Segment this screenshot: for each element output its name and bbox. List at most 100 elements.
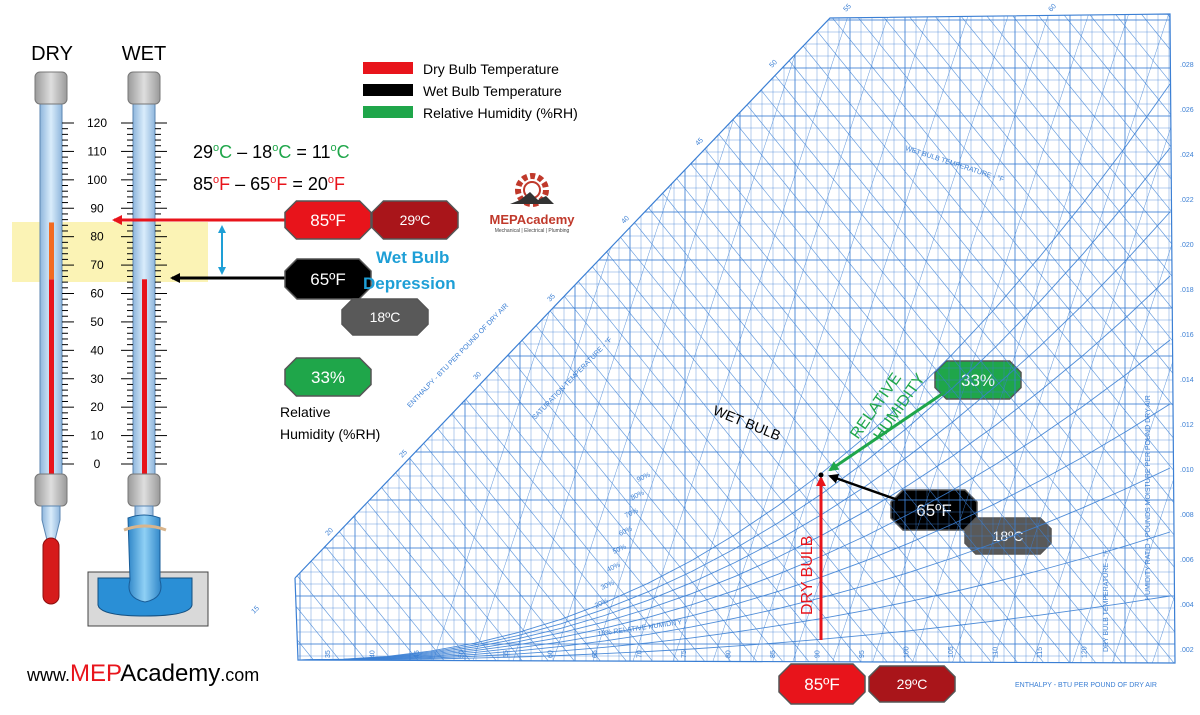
depression-label-line1: Wet Bulb bbox=[376, 248, 449, 267]
dry-bulb-tick: 95 bbox=[859, 650, 866, 658]
mepacademy-logo: MEPAcademy Mechanical | Electrical | Plu… bbox=[489, 173, 575, 234]
dry-label: DRY bbox=[31, 43, 73, 65]
humidity-ratio-tick: .020 bbox=[1180, 242, 1194, 249]
enthalpy-left-tick: 25 bbox=[398, 449, 409, 460]
dry-bulb-tick: 115 bbox=[1037, 647, 1044, 658]
badge-rh: 33% bbox=[284, 357, 372, 397]
wet-mercury-column bbox=[142, 279, 147, 476]
dry-top-cap bbox=[34, 71, 68, 105]
legend: Dry Bulb Temperature Wet Bulb Temperatur… bbox=[363, 61, 578, 121]
badge-dry-f-text: 85ºF bbox=[310, 211, 346, 230]
enthalpy-left-tick: 20 bbox=[324, 527, 335, 538]
humidity-ratio-tick: .014 bbox=[1180, 377, 1194, 384]
badge-wet-f-text: 65ºF bbox=[310, 270, 346, 289]
badge-chart-wet-f-text: 65ºF bbox=[916, 501, 952, 520]
wet-thermometer bbox=[87, 71, 209, 627]
humidity-ratio-tick: .016 bbox=[1180, 332, 1194, 339]
scale-tick-label: 40 bbox=[90, 343, 104, 357]
scale-tick-label: 120 bbox=[87, 116, 107, 130]
scale-tick-label: 110 bbox=[87, 144, 106, 158]
dry-bulb-chart-label: DRY BULB bbox=[799, 536, 816, 615]
celsius-equation: 29oC – 18oC = 11oC bbox=[193, 142, 350, 162]
legend-label-wet: Wet Bulb Temperature bbox=[423, 83, 562, 99]
badge-chart-rh-text: 33% bbox=[961, 371, 995, 390]
badge-dry-c: 29ºC bbox=[371, 200, 459, 240]
dry-bulb-tick: 60 bbox=[548, 650, 555, 658]
legend-label-rh: Relative Humidity (%RH) bbox=[423, 105, 578, 121]
scale-tick-label: 90 bbox=[90, 201, 104, 215]
badge-wet-f: 65ºF bbox=[284, 258, 372, 300]
humidity-ratio-tick: .018 bbox=[1180, 287, 1194, 294]
logo-tagline: Mechanical | Electrical | Plumbing bbox=[495, 228, 570, 234]
dry-bulb-tick: 120 bbox=[1082, 646, 1089, 658]
dry-mercury-highlight bbox=[49, 222, 54, 280]
state-point bbox=[818, 472, 824, 478]
humidity-ratio-tick: .022 bbox=[1180, 197, 1194, 204]
dry-bulb-tick: 90 bbox=[815, 650, 822, 658]
badge-wet-c-text: 18ºC bbox=[370, 309, 401, 325]
relative-humidity-chart-label: RELATIVEHUMIDITY bbox=[847, 359, 929, 454]
dry-bulb-tick: 65 bbox=[592, 650, 599, 658]
gear-icon bbox=[510, 173, 554, 207]
humidity-ratio-tick: .010 bbox=[1180, 467, 1194, 474]
dry-bulb-tick: 35 bbox=[325, 650, 332, 658]
enthalpy-left-tick: 40 bbox=[620, 215, 631, 226]
enthalpy-left-tick: 35 bbox=[546, 293, 557, 304]
chart-rh-arrow bbox=[828, 390, 946, 472]
dry-bulb-tick: 50 bbox=[459, 650, 466, 658]
dry-bulb-tick: 55 bbox=[503, 650, 510, 658]
humidity-ratio-tick: .008 bbox=[1180, 512, 1194, 519]
legend-swatch-wet bbox=[363, 84, 413, 96]
enthalpy-left-tick: 50 bbox=[768, 59, 779, 70]
legend-label-dry: Dry Bulb Temperature bbox=[423, 61, 559, 77]
humidity-ratio-label: HUMIDITY RATIO - POUNDS MOISTURE PER POU… bbox=[1145, 395, 1152, 600]
badge-rh-text: 33% bbox=[311, 368, 345, 387]
dry-thermometer bbox=[34, 71, 68, 605]
dry-bulb-tick: 40 bbox=[370, 650, 377, 658]
wet-wick bbox=[127, 514, 162, 603]
enthalpy-top-tick: 55 bbox=[842, 3, 853, 14]
dry-bulb-tick: 110 bbox=[993, 647, 1000, 658]
rh-caption-line1: Relative bbox=[280, 404, 331, 420]
rh-percent-tick: 30% bbox=[600, 580, 616, 592]
rh-percent-tick: 70% bbox=[624, 508, 640, 520]
fahrenheit-equation: 85oF – 65oF = 20oF bbox=[193, 174, 345, 194]
rh-percent-tick: 50% bbox=[612, 544, 628, 556]
legend-swatch-rh bbox=[363, 106, 413, 118]
badge-chart-dry-f-text: 85ºF bbox=[804, 675, 840, 694]
humidity-ratio-tick: .026 bbox=[1180, 107, 1194, 114]
rh-caption-line2: Humidity (%RH) bbox=[280, 426, 380, 442]
depression-label-line2: Depression bbox=[363, 274, 456, 293]
chart-wet-bulb-arrow bbox=[828, 473, 899, 502]
dry-bulb-tick: 75 bbox=[681, 650, 688, 658]
rh-percent-tick: 90% bbox=[636, 472, 652, 484]
scale-tick-label: 70 bbox=[90, 258, 104, 272]
badge-dry-f: 85ºF bbox=[284, 200, 372, 240]
scale-tick-label: 50 bbox=[90, 315, 104, 329]
dry-bulb-tick: 45 bbox=[414, 650, 421, 658]
legend-swatch-dry bbox=[363, 62, 413, 74]
logo-name: MEPAcademy bbox=[489, 212, 575, 227]
scale-tick-label: 60 bbox=[90, 287, 104, 301]
dry-bulb-reservoir bbox=[42, 537, 60, 605]
badge-wet-c: 18ºC bbox=[341, 298, 429, 336]
dry-bulb-tick: 100 bbox=[904, 646, 911, 658]
humidity-ratio-tick: .002 bbox=[1180, 647, 1194, 654]
dry-bulb-tick: 105 bbox=[948, 646, 955, 658]
scale-tick-label: 80 bbox=[90, 230, 104, 244]
enthalpy-left-tick: 45 bbox=[694, 137, 705, 148]
chart-outline bbox=[294, 13, 1176, 664]
dry-bulb-axis-label: DRY BULB TEMPERATURE - °F bbox=[1102, 550, 1110, 652]
dry-bulb-tick: 70 bbox=[637, 650, 644, 658]
humidity-ratio-tick: .012 bbox=[1180, 422, 1194, 429]
wet-bulb-chart-label: WET BULB bbox=[711, 402, 783, 444]
enthalpy-top-tick: 60 bbox=[1047, 3, 1058, 14]
wet-label: WET bbox=[122, 43, 166, 65]
scale-tick-label: 10 bbox=[90, 429, 104, 443]
dry-bottom-cap bbox=[34, 473, 68, 507]
humidity-ratio-tick: .024 bbox=[1180, 152, 1194, 159]
scale-tick-label: 100 bbox=[87, 173, 107, 187]
badge-chart-dry-c: 29ºC bbox=[868, 665, 956, 703]
